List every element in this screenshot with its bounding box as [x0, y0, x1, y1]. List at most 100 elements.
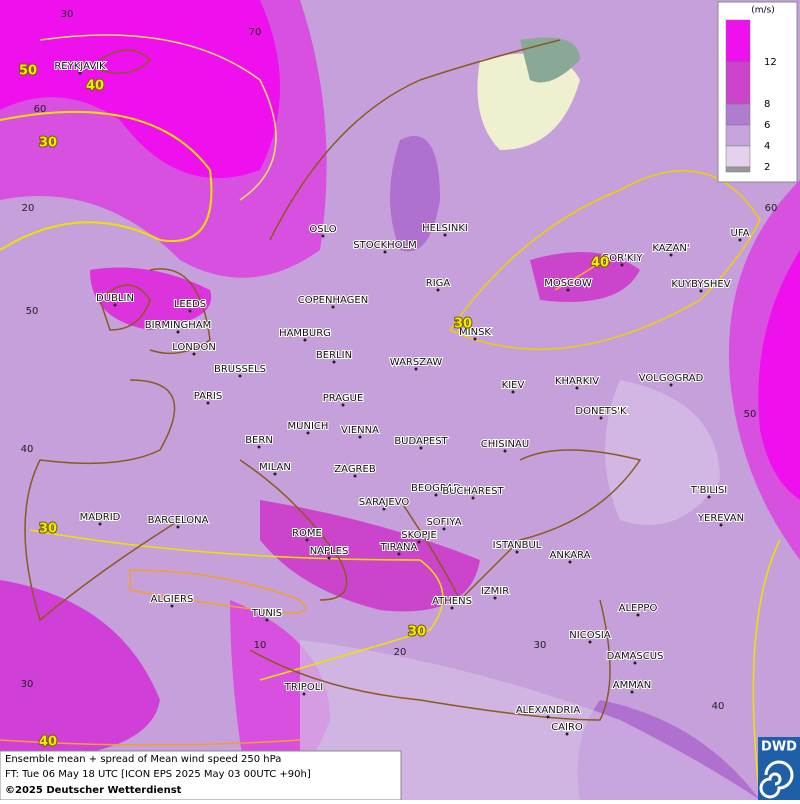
city-label: STOCKHOLM — [353, 240, 416, 251]
city-dot — [353, 474, 357, 478]
grid-label: 60 — [34, 104, 47, 115]
city-label: TIRANA — [380, 542, 418, 553]
contour-labels: 5040304030303040307060205040605010203040… — [18, 9, 778, 751]
city-label: BUDAPEST — [394, 436, 448, 447]
city-dot — [188, 309, 192, 313]
city-label: LONDON — [172, 342, 216, 353]
city-dot — [192, 352, 196, 356]
legend-levels: 12 8 6 4 2 — [725, 19, 777, 173]
city-label: SARAJEVO — [359, 497, 410, 508]
city-label: COPENHAGEN — [298, 295, 368, 306]
city-dot — [630, 690, 634, 694]
legend-swatch — [725, 103, 751, 126]
city-dot — [113, 303, 117, 307]
city-label: BIRMINGHAM — [145, 320, 212, 331]
city-label: DUBLIN — [96, 293, 134, 304]
city-label: KAZAN' — [652, 243, 689, 254]
city-label: ZAGREB — [334, 464, 376, 475]
city-dot — [382, 507, 386, 511]
city-dot — [436, 288, 440, 292]
city-label: RIGA — [426, 278, 451, 289]
city-dot — [98, 522, 102, 526]
city-dot — [176, 525, 180, 529]
city-label: MUNICH — [288, 421, 329, 432]
grid-label: 20 — [394, 647, 407, 658]
city-labels: REYKJAVIK OSLO STOCKHOLM HELSINKI GOR'KIY KAZ… — [53, 60, 751, 736]
city-dot — [566, 288, 570, 292]
city-dot — [321, 234, 325, 238]
city-label: SOFIYA — [426, 517, 461, 528]
city-dot — [719, 523, 723, 527]
city-dot — [450, 606, 454, 610]
city-dot — [707, 495, 711, 499]
city-dot — [327, 556, 331, 560]
city-label: DONETS'K — [575, 406, 627, 417]
city-label: PARIS — [194, 391, 222, 402]
city-dot — [341, 403, 345, 407]
legend-label: 4 — [764, 141, 770, 152]
city-dot — [397, 552, 401, 556]
city-dot — [473, 337, 477, 341]
legend-label: 12 — [764, 57, 777, 68]
contour-label: 30 — [39, 136, 57, 151]
footer-line: Ensemble mean + spread of Mean wind spee… — [5, 754, 281, 765]
logo-icon — [759, 760, 794, 799]
city-dot — [176, 330, 180, 334]
city-dot — [636, 613, 640, 617]
city-label: HELSINKI — [422, 223, 468, 234]
city-label: DAMASCUS — [607, 651, 664, 662]
city-label: T'BILISI — [690, 485, 727, 496]
city-dot — [442, 527, 446, 531]
city-label: TRIPOLI — [284, 682, 323, 693]
legend-label: 8 — [764, 99, 770, 110]
city-dot — [493, 596, 497, 600]
city-label: KIEV — [502, 380, 525, 391]
city-dot — [443, 233, 447, 237]
city-dot — [305, 538, 309, 542]
city-dot — [511, 390, 515, 394]
city-dot — [669, 383, 673, 387]
legend-swatch-low — [725, 166, 751, 173]
grid-label: 20 — [22, 203, 35, 214]
city-dot — [206, 401, 210, 405]
city-label: BERN — [245, 435, 273, 446]
legend-title: (m/s) — [751, 6, 775, 16]
grid-label: 30 — [61, 9, 74, 20]
city-dot — [515, 550, 519, 554]
city-dot — [575, 386, 579, 390]
grid-label: 40 — [21, 444, 34, 455]
city-dot — [332, 360, 336, 364]
city-dot — [503, 449, 507, 453]
city-label: BUCHAREST — [442, 486, 504, 497]
legend-label: 2 — [764, 162, 770, 173]
city-label: LEEDS — [174, 299, 206, 310]
city-dot — [417, 540, 421, 544]
city-label: SKOPJE — [401, 530, 437, 541]
city-label: MADRID — [80, 512, 121, 523]
city-label: REYKJAVIK — [54, 61, 106, 72]
coastlines — [24, 39, 642, 721]
contour-label: 50 — [19, 64, 37, 79]
city-dot — [633, 661, 637, 665]
city-label: OSLO — [309, 224, 336, 235]
city-dot — [303, 338, 307, 342]
legend-swatch — [725, 145, 751, 168]
footer-line: ©2025 Deutscher Wetterdienst — [5, 785, 182, 796]
city-label: PRAGUE — [323, 393, 364, 404]
city-label: NAPLES — [310, 546, 349, 557]
city-label: MOSCOW — [544, 278, 592, 289]
legend-swatch — [725, 19, 751, 63]
city-dot — [565, 732, 569, 736]
grid-label: 70 — [249, 27, 262, 38]
grid-label: 60 — [765, 203, 778, 214]
city-label: ATHENS — [432, 596, 472, 607]
city-dot — [546, 715, 550, 719]
contours — [0, 34, 781, 801]
city-dot — [265, 618, 269, 622]
legend-label: 6 — [764, 120, 770, 131]
city-label: MILAN — [259, 462, 291, 473]
city-dot — [599, 416, 603, 420]
grid-label: 40 — [712, 701, 725, 712]
